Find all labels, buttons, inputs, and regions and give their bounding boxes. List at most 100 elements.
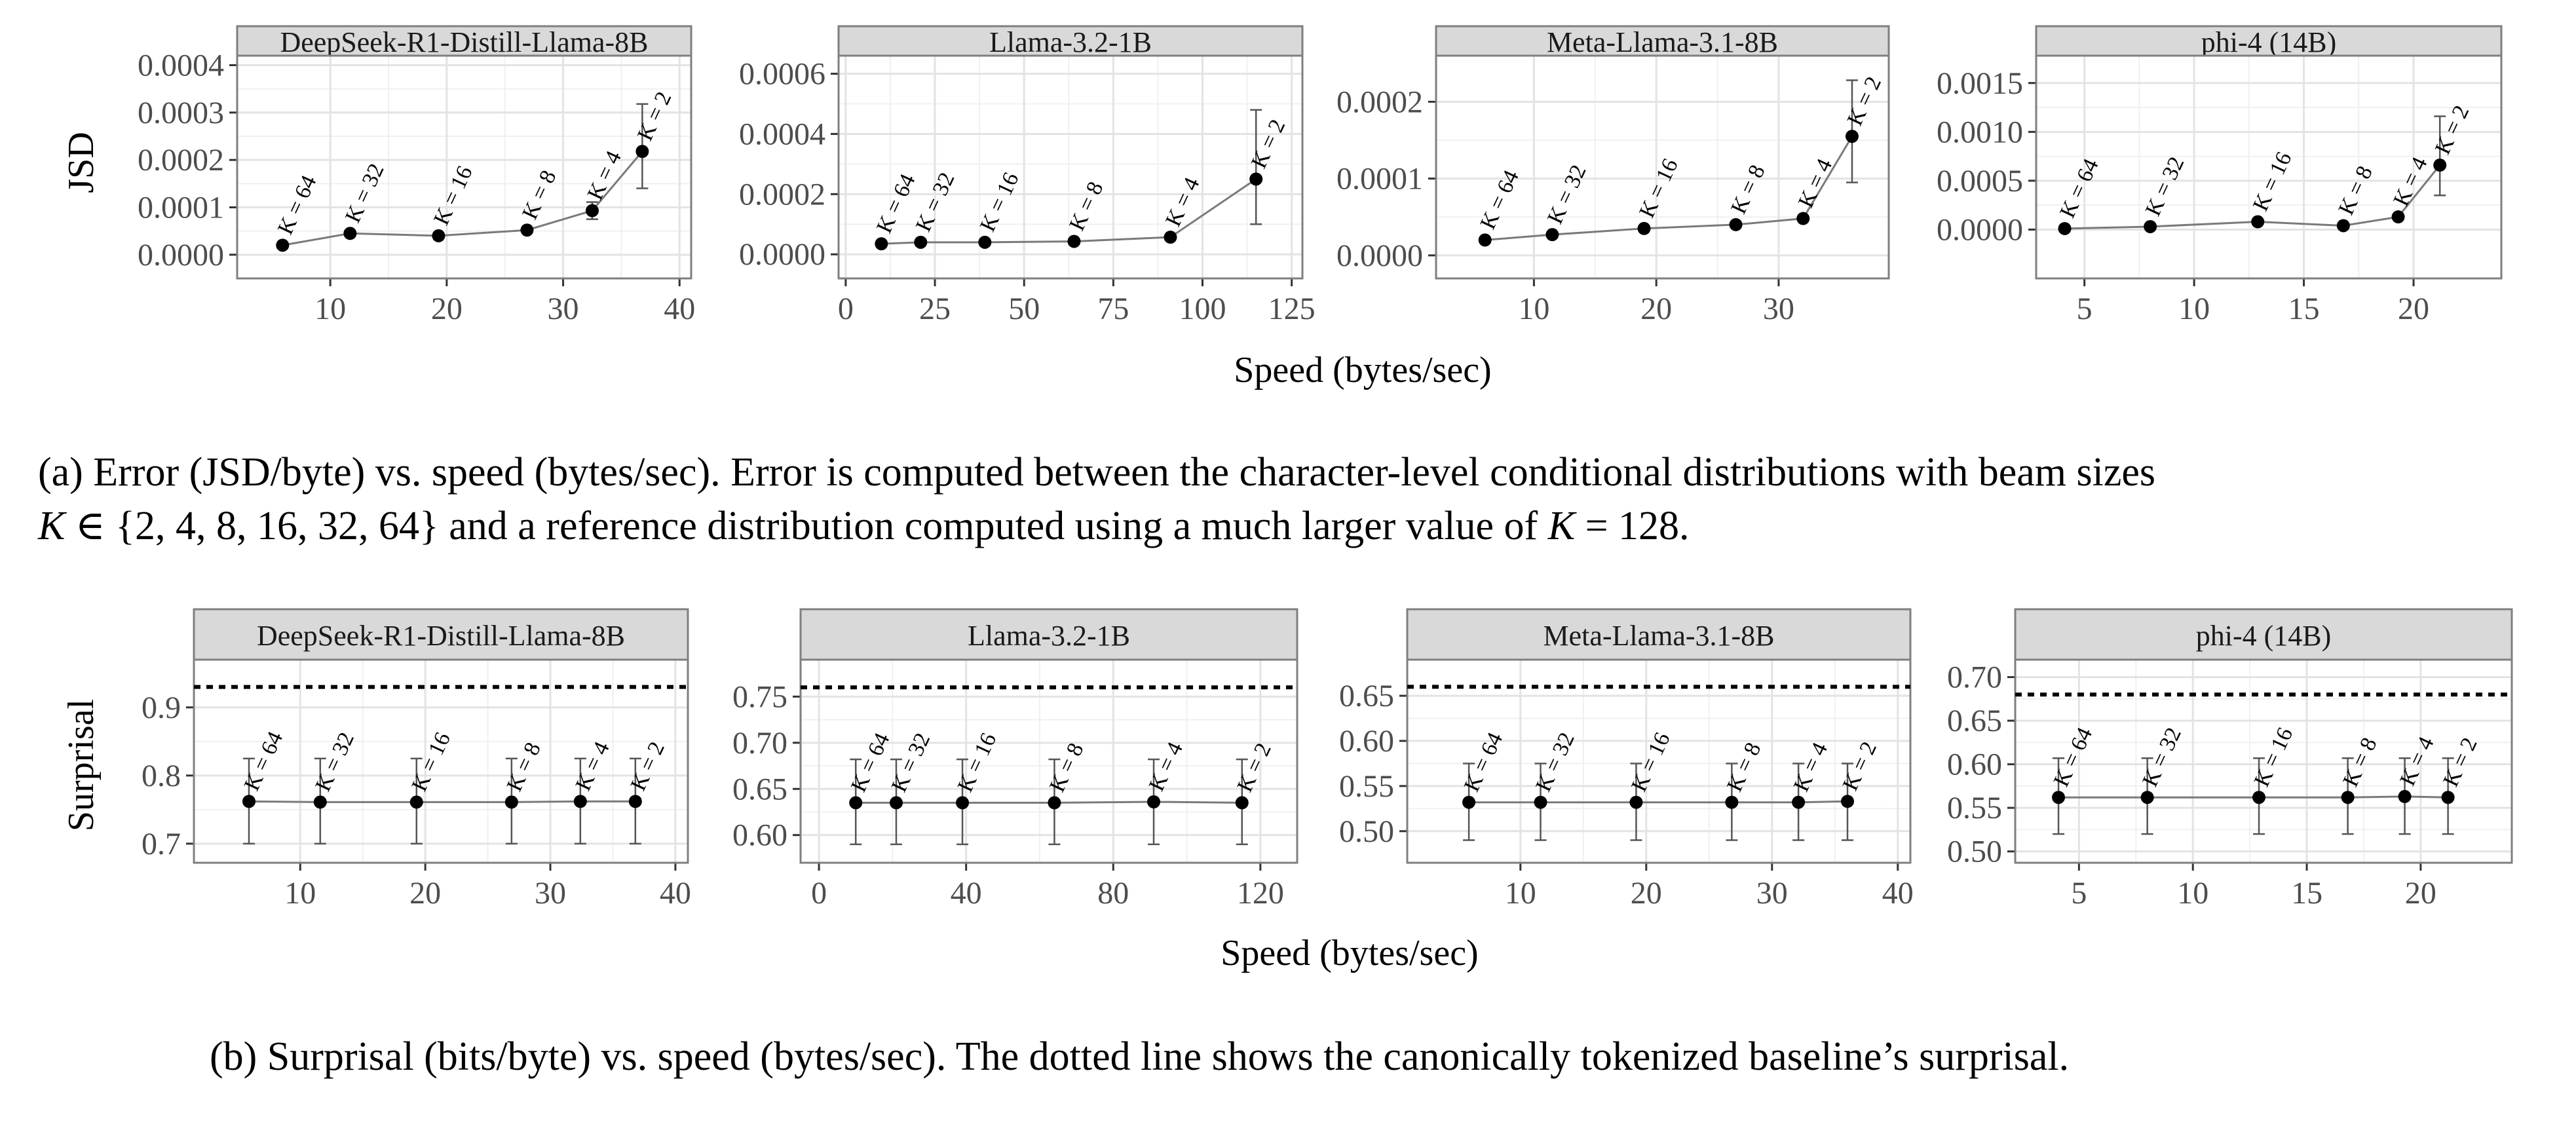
- panel-border: [1435, 54, 1890, 280]
- y-tick-label: 0.65: [1947, 704, 2002, 738]
- x-tick-label: 30: [548, 292, 579, 326]
- caption-a-text-1: ∈ {2, 4, 8, 16, 32, 64} and a reference …: [65, 504, 1548, 548]
- x-tick-label: 30: [1763, 292, 1794, 326]
- panel-border: [837, 54, 1304, 280]
- facet-title: DeepSeek-R1-Distill-Llama-8B: [280, 26, 648, 58]
- data-point: [409, 795, 423, 809]
- data-point: [432, 229, 445, 242]
- data-point: [1845, 130, 1859, 143]
- data-point: [2140, 791, 2154, 804]
- facet-strip: [2035, 25, 2503, 57]
- y-tick-label: 0.75: [732, 679, 787, 714]
- x-tick-label: 10: [284, 876, 316, 911]
- series-line: [1469, 800, 1848, 804]
- x-tick-label: 40: [1882, 876, 1914, 911]
- y-tick-label: 0.70: [732, 726, 787, 761]
- y-tick-label: 0.0001: [138, 190, 224, 225]
- data-point: [1235, 796, 1249, 810]
- data-point: [1796, 212, 1810, 225]
- data-point: [2144, 219, 2157, 233]
- chart-b-1: DeepSeek-R1-Distill-Llama-8B 10 20 30 40 0.7 0…: [142, 608, 691, 911]
- caption-a-k-symbol-2: K: [1547, 504, 1576, 548]
- caption-a-text-2: = 128.: [1575, 504, 1690, 548]
- x-tick-label: 25: [919, 292, 951, 326]
- data-point: [875, 237, 888, 251]
- x-tick-label: 30: [535, 876, 566, 911]
- data-point: [628, 795, 642, 808]
- x-tick-label: 120: [1237, 876, 1284, 911]
- y-tick-label: 0.0015: [1937, 66, 2023, 101]
- data-point: [1249, 172, 1263, 186]
- data-point: [2052, 791, 2066, 804]
- y-tick-label: 0.50: [1339, 814, 1394, 849]
- data-point: [276, 238, 290, 252]
- x-tick-label: 50: [1008, 292, 1040, 326]
- facet-title: DeepSeek-R1-Distill-Llama-8B: [257, 620, 625, 652]
- caption-a-line1: (a) Error (JSD/byte) vs. speed (bytes/se…: [38, 450, 2156, 495]
- data-point: [978, 235, 992, 249]
- facet-title: Meta-Llama-3.1-8B: [1547, 26, 1778, 58]
- x-tick-label: 10: [314, 292, 346, 326]
- data-point: [914, 235, 928, 249]
- x-tick-label: 20: [2398, 292, 2429, 326]
- x-tick-label: 20: [409, 876, 441, 911]
- y-tick-label: 0.7: [142, 827, 181, 861]
- x-tick-label: 40: [660, 876, 691, 911]
- chart-a-2: Llama-3.2-1B 0 25 50 75 100 125 0.0000 0.0002 0.0…: [739, 25, 1316, 326]
- data-point: [2252, 791, 2266, 804]
- facet-title: phi-4 (14B): [2201, 26, 2337, 58]
- y-tick-label: 0.50: [1947, 835, 2002, 869]
- panel-border: [799, 658, 1298, 864]
- caption-b: (b) Surprisal (bits/byte) vs. speed (byt…: [210, 1034, 2070, 1079]
- x-tick-label: 40: [664, 292, 695, 326]
- y-tick-label: 0.65: [732, 772, 787, 806]
- data-point: [2441, 791, 2455, 804]
- data-point: [2251, 215, 2265, 229]
- data-point: [520, 223, 534, 237]
- data-point: [585, 204, 599, 217]
- data-point: [504, 795, 518, 809]
- facet-title: Meta-Llama-3.1-8B: [1543, 620, 1774, 652]
- panel-background: [236, 54, 692, 280]
- series-line: [282, 151, 643, 246]
- data-point: [1048, 796, 1061, 810]
- y-tick-label: 0.0002: [739, 177, 825, 212]
- data-point: [889, 796, 903, 810]
- facet-strip: [2014, 608, 2513, 661]
- data-point: [2336, 219, 2350, 233]
- x-axis-title-b: Speed (bytes/sec): [1221, 933, 1478, 973]
- facet-title: phi-4 (14B): [2196, 620, 2332, 652]
- panel-border: [193, 658, 689, 864]
- y-tick-label: 0.0000: [1336, 238, 1423, 273]
- panel-border: [236, 54, 692, 280]
- x-tick-label: 10: [2178, 292, 2210, 326]
- y-tick-label: 0.0000: [138, 238, 224, 273]
- x-tick-label: 10: [1505, 876, 1536, 911]
- y-tick-label: 0.55: [1339, 769, 1394, 804]
- x-tick-label: 10: [1518, 292, 1549, 326]
- facet-title: Llama-3.2-1B: [968, 620, 1130, 652]
- data-point: [1629, 795, 1643, 809]
- panel-background: [193, 658, 689, 864]
- facet-strip: [1435, 25, 1890, 57]
- data-point: [1147, 795, 1161, 808]
- data-point: [956, 796, 970, 810]
- x-tick-label: 5: [2071, 876, 2087, 911]
- data-point: [2341, 791, 2355, 804]
- data-point: [849, 796, 863, 810]
- y-tick-label: 0.0000: [739, 237, 825, 272]
- chart-b-4: phi-4 (14B)5 10 15 200.500.550.600.650.70K …: [1947, 608, 2513, 911]
- x-tick-label: 20: [1640, 292, 1672, 326]
- y-tick-label: 0.0010: [1937, 115, 2023, 149]
- data-point: [1729, 217, 1743, 231]
- x-tick-label: 125: [1268, 292, 1316, 326]
- y-tick-label: 0.60: [732, 818, 787, 853]
- facet-strip: [193, 608, 689, 661]
- y-tick-label: 0.0000: [1937, 212, 2023, 247]
- panel-background: [1435, 54, 1890, 280]
- x-tick-label: 0: [811, 876, 827, 911]
- data-point: [1725, 795, 1739, 809]
- data-point: [635, 145, 649, 159]
- series-line: [2064, 164, 2441, 230]
